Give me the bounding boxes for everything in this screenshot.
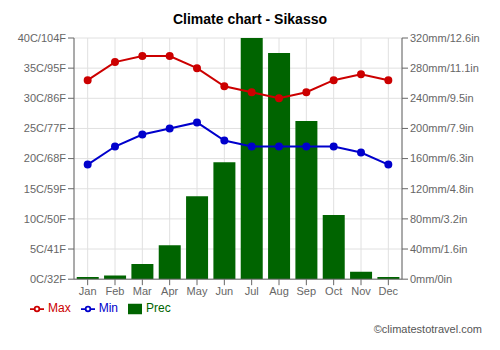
svg-text:Aug: Aug [269,285,289,297]
html-text:Max: Max [48,301,71,316]
html-text:Prec: Prec [146,301,171,316]
svg-text:Feb: Feb [106,285,125,297]
svg-text:320mm/12.6in: 320mm/12.6in [410,32,480,44]
svg-text:Dec: Dec [379,285,399,297]
svg-text:Jul: Jul [245,285,259,297]
svg-text:Nov: Nov [351,285,371,297]
svg-text:40mm/1.6in: 40mm/1.6in [410,243,467,255]
svg-text:Jan: Jan [79,285,97,297]
svg-text:160mm/6.3in: 160mm/6.3in [410,152,474,164]
html-text:Min: Min [98,301,118,316]
svg-text:Apr: Apr [161,285,178,297]
svg-text:240mm/9.5in: 240mm/9.5in [410,92,474,104]
svg-text:25C/77F: 25C/77F [24,122,66,134]
svg-text:10C/50F: 10C/50F [24,213,66,225]
svg-text:40C/104F: 40C/104F [18,32,67,44]
svg-text:0C/32F: 0C/32F [30,273,66,285]
svg-text:35C/95F: 35C/95F [24,62,66,74]
svg-text:30C/86F: 30C/86F [24,92,66,104]
html-text:Climate chart - Sikasso: Climate chart - Sikasso [173,11,327,27]
svg-text:May: May [187,285,208,297]
svg-text:0mm/0in: 0mm/0in [410,273,452,285]
svg-text:Sep: Sep [297,285,317,297]
svg-text:80mm/3.2in: 80mm/3.2in [410,213,467,225]
svg-text:280mm/11.1in: 280mm/11.1in [410,62,479,74]
svg-text:5C/41F: 5C/41F [30,243,66,255]
svg-text:Oct: Oct [325,285,342,297]
svg-text:120mm/4.8in: 120mm/4.8in [410,183,474,195]
html-text:©climatestotravel.com: ©climatestotravel.com [373,323,482,335]
svg-text:20C/68F: 20C/68F [24,152,66,164]
svg-text:Mar: Mar [133,285,152,297]
svg-text:Jun: Jun [215,285,233,297]
svg-text:200mm/7.9in: 200mm/7.9in [410,122,474,134]
svg-text:15C/59F: 15C/59F [24,183,66,195]
